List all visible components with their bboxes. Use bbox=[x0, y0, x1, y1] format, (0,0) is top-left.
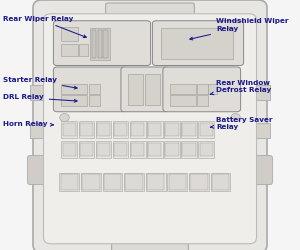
Bar bbox=[197, 84, 208, 94]
Bar bbox=[97, 143, 110, 156]
Bar bbox=[170, 95, 196, 106]
Bar bbox=[113, 141, 128, 158]
Bar bbox=[61, 28, 78, 41]
Circle shape bbox=[60, 114, 69, 122]
Bar bbox=[61, 95, 87, 106]
Bar bbox=[148, 143, 161, 156]
Bar bbox=[98, 30, 102, 58]
Bar bbox=[131, 123, 144, 136]
Text: Battery Saver
Relay: Battery Saver Relay bbox=[210, 117, 272, 130]
Bar bbox=[147, 174, 164, 190]
FancyBboxPatch shape bbox=[253, 156, 272, 184]
Bar bbox=[170, 84, 196, 94]
Bar bbox=[208, 84, 217, 94]
Bar bbox=[212, 174, 229, 190]
Bar bbox=[63, 123, 76, 136]
Text: Starter Relay: Starter Relay bbox=[3, 77, 77, 89]
Bar bbox=[114, 123, 127, 136]
Bar bbox=[103, 172, 122, 191]
Bar bbox=[97, 123, 110, 136]
Bar bbox=[63, 143, 76, 156]
FancyBboxPatch shape bbox=[163, 67, 241, 112]
Bar bbox=[61, 84, 87, 94]
Bar bbox=[131, 143, 144, 156]
FancyBboxPatch shape bbox=[44, 14, 256, 244]
Bar bbox=[182, 143, 196, 156]
Text: Horn Relay: Horn Relay bbox=[3, 121, 53, 127]
Bar bbox=[255, 122, 270, 138]
FancyBboxPatch shape bbox=[53, 21, 151, 66]
FancyBboxPatch shape bbox=[152, 21, 244, 66]
Bar bbox=[130, 141, 146, 158]
Bar bbox=[125, 174, 143, 190]
Bar bbox=[165, 143, 178, 156]
Bar bbox=[92, 30, 96, 58]
Bar bbox=[61, 44, 78, 56]
Bar bbox=[147, 121, 163, 138]
Bar bbox=[30, 122, 45, 138]
Bar bbox=[255, 85, 270, 100]
FancyBboxPatch shape bbox=[53, 67, 127, 112]
Bar bbox=[80, 143, 93, 156]
Bar bbox=[113, 121, 128, 138]
Bar bbox=[164, 141, 180, 158]
Bar bbox=[181, 141, 197, 158]
Bar bbox=[200, 123, 213, 136]
Bar bbox=[61, 121, 77, 138]
Bar bbox=[211, 172, 230, 191]
Bar bbox=[189, 172, 209, 191]
Bar bbox=[200, 143, 213, 156]
Bar bbox=[145, 74, 160, 105]
Bar bbox=[198, 121, 214, 138]
Text: Rear Wiper Relay: Rear Wiper Relay bbox=[3, 16, 86, 38]
Bar bbox=[147, 141, 163, 158]
Bar bbox=[146, 172, 166, 191]
Bar bbox=[81, 172, 101, 191]
Bar bbox=[169, 174, 186, 190]
Bar bbox=[148, 123, 161, 136]
Bar bbox=[114, 143, 127, 156]
Bar bbox=[103, 30, 108, 58]
Bar bbox=[198, 141, 214, 158]
Text: Rear Window
Defrost Relay: Rear Window Defrost Relay bbox=[210, 80, 271, 95]
Bar bbox=[197, 95, 208, 106]
Bar bbox=[89, 95, 100, 106]
FancyBboxPatch shape bbox=[106, 3, 194, 17]
Bar bbox=[90, 28, 110, 60]
Bar bbox=[79, 44, 88, 56]
Bar bbox=[79, 121, 94, 138]
Bar bbox=[82, 174, 100, 190]
Bar bbox=[61, 141, 77, 158]
Bar bbox=[190, 174, 208, 190]
Bar bbox=[59, 172, 79, 191]
FancyBboxPatch shape bbox=[121, 67, 169, 112]
Bar bbox=[89, 84, 100, 94]
Bar bbox=[96, 121, 111, 138]
Bar bbox=[167, 172, 187, 191]
Text: Windshield Wiper
Relay: Windshield Wiper Relay bbox=[190, 18, 289, 40]
FancyBboxPatch shape bbox=[28, 156, 47, 184]
Bar bbox=[130, 121, 146, 138]
Bar bbox=[165, 123, 178, 136]
FancyBboxPatch shape bbox=[112, 238, 188, 250]
Bar bbox=[182, 123, 196, 136]
Bar bbox=[79, 141, 94, 158]
Bar bbox=[96, 141, 111, 158]
Bar bbox=[128, 74, 143, 105]
Bar bbox=[104, 174, 121, 190]
Bar bbox=[124, 172, 144, 191]
Bar bbox=[30, 85, 45, 100]
Bar bbox=[164, 121, 180, 138]
Bar bbox=[80, 123, 93, 136]
Bar bbox=[61, 174, 78, 190]
Bar bbox=[160, 28, 232, 59]
Circle shape bbox=[231, 114, 240, 122]
FancyBboxPatch shape bbox=[33, 0, 267, 250]
Text: DRL Relay: DRL Relay bbox=[3, 94, 77, 102]
Bar bbox=[181, 121, 197, 138]
